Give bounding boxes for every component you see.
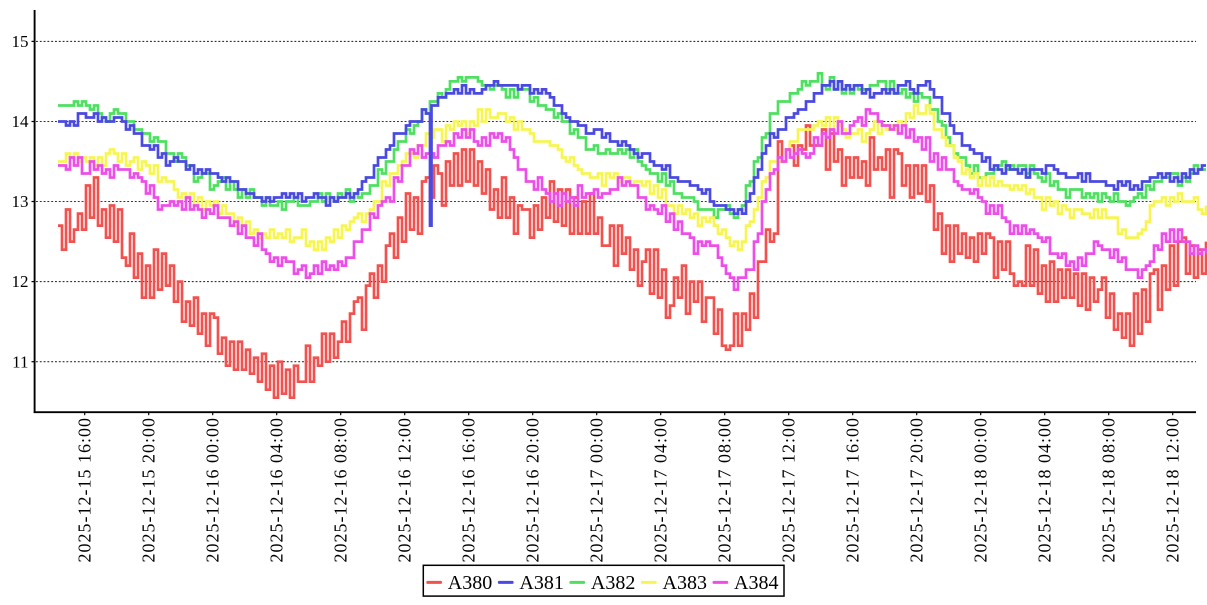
svg-text:A380: A380: [448, 572, 492, 594]
svg-text:2025-12-15 16:00: 2025-12-15 16:00: [75, 417, 95, 563]
svg-text:15: 15: [12, 32, 29, 51]
svg-text:2025-12-17 00:00: 2025-12-17 00:00: [587, 417, 607, 563]
svg-text:2025-12-16 00:00: 2025-12-16 00:00: [203, 417, 223, 563]
svg-text:2025-12-17 04:00: 2025-12-17 04:00: [651, 417, 671, 563]
svg-text:2025-12-15 20:00: 2025-12-15 20:00: [139, 417, 159, 563]
svg-text:13: 13: [12, 192, 29, 211]
svg-text:2025-12-16 16:00: 2025-12-16 16:00: [459, 417, 479, 563]
svg-text:A381: A381: [519, 572, 563, 594]
svg-text:A382: A382: [591, 572, 635, 594]
svg-text:A383: A383: [663, 572, 707, 594]
svg-text:2025-12-17 12:00: 2025-12-17 12:00: [779, 417, 799, 563]
svg-text:14: 14: [12, 112, 30, 131]
svg-text:2025-12-18 00:00: 2025-12-18 00:00: [971, 417, 991, 563]
svg-text:2025-12-16 20:00: 2025-12-16 20:00: [523, 417, 543, 563]
svg-text:2025-12-17 08:00: 2025-12-17 08:00: [715, 417, 735, 563]
svg-text:2025-12-18 08:00: 2025-12-18 08:00: [1099, 417, 1119, 563]
svg-text:11: 11: [12, 352, 28, 371]
svg-text:2025-12-16 04:00: 2025-12-16 04:00: [267, 417, 287, 563]
svg-text:2025-12-17 20:00: 2025-12-17 20:00: [907, 417, 927, 563]
svg-text:2025-12-17 16:00: 2025-12-17 16:00: [843, 417, 863, 563]
svg-text:12: 12: [12, 272, 29, 291]
svg-text:2025-12-18 12:00: 2025-12-18 12:00: [1163, 417, 1183, 563]
svg-text:2025-12-18 04:00: 2025-12-18 04:00: [1035, 417, 1055, 563]
svg-text:2025-12-16 12:00: 2025-12-16 12:00: [395, 417, 415, 563]
svg-text:A384: A384: [734, 572, 778, 594]
svg-text:2025-12-16 08:00: 2025-12-16 08:00: [331, 417, 351, 563]
